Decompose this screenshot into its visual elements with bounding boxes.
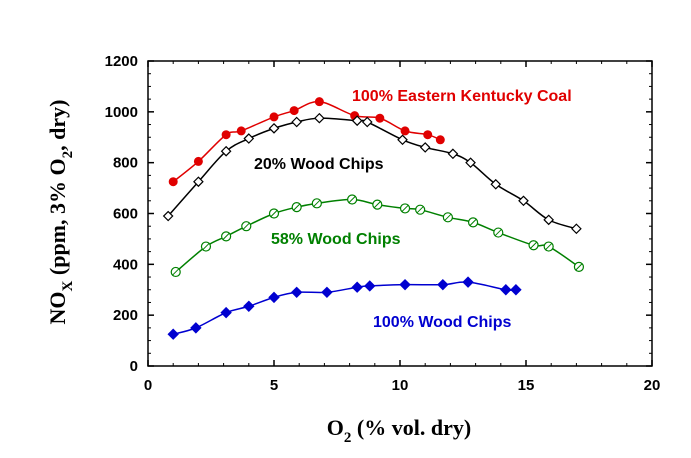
x-tick-label: 15 (518, 377, 535, 394)
data-point (500, 284, 512, 296)
y-tick-label: 600 (113, 206, 138, 223)
data-point (465, 157, 476, 169)
x-tick-label: 20 (644, 377, 661, 394)
series-2 (162, 112, 582, 235)
series-layer (162, 97, 585, 340)
data-point (364, 280, 376, 292)
data-point (220, 306, 232, 319)
series-label-1: 100% Eastern Kentucky Coal (352, 88, 572, 105)
data-point (290, 286, 303, 298)
y-tick-label: 200 (113, 307, 138, 324)
data-point-slash (469, 219, 477, 226)
data-point (375, 113, 385, 123)
data-point (437, 278, 449, 291)
data-point (510, 284, 522, 296)
data-point (543, 214, 555, 226)
series-labels: 100% Eastern Kentucky Coal 20% Wood Chips… (254, 88, 572, 331)
data-point-slash (242, 222, 250, 230)
x-axis-title: O2 (% vol. dry) (327, 415, 471, 446)
data-point-slash (293, 203, 301, 211)
y-tick-label: 1000 (105, 104, 138, 121)
data-point (193, 176, 204, 188)
data-point-slash (494, 229, 502, 236)
data-point (193, 156, 203, 166)
data-point (167, 328, 179, 340)
data-point (518, 195, 529, 207)
data-point (243, 133, 255, 144)
data-point (314, 112, 325, 124)
y-axis-title: NOX (ppm, 3% O2, dry) (45, 100, 76, 325)
y-tick-label: 400 (113, 256, 138, 273)
series-label-3: 58% Wood Chips (271, 231, 401, 248)
data-point (400, 126, 410, 136)
data-point (291, 116, 303, 128)
data-point (314, 97, 324, 107)
data-point (447, 148, 459, 160)
data-point (351, 115, 363, 127)
data-point (490, 178, 502, 190)
y-tick-label: 1200 (105, 53, 138, 70)
data-point (321, 286, 333, 298)
data-point-slash (202, 243, 210, 250)
data-point-slash (401, 205, 409, 212)
data-point (399, 278, 411, 291)
data-point-slash (222, 233, 230, 240)
data-point (220, 145, 232, 157)
data-point (268, 123, 280, 134)
data-point (269, 112, 279, 122)
y-tick-label: 800 (113, 155, 138, 172)
data-point-slash (444, 213, 452, 221)
data-point (190, 322, 202, 334)
data-point (435, 135, 445, 145)
data-point-slash (530, 241, 537, 249)
data-point-slash (416, 206, 424, 214)
data-point-slash (348, 196, 356, 203)
data-point-slash (575, 263, 583, 271)
data-point (419, 142, 431, 153)
data-point-slash (172, 268, 180, 276)
data-point (236, 126, 246, 136)
data-point (571, 223, 582, 235)
data-point-slash (313, 199, 321, 207)
data-point-slash (545, 243, 553, 250)
series-1 (168, 97, 445, 187)
data-point-slash (373, 201, 381, 208)
series-4 (167, 276, 522, 340)
data-point (462, 276, 474, 288)
data-point (162, 210, 174, 222)
y-tick-label: 0 (130, 358, 138, 375)
series-3 (170, 194, 585, 278)
data-point (361, 116, 373, 128)
data-point (351, 281, 363, 293)
data-point (423, 130, 433, 140)
axes (147, 60, 653, 367)
data-point (243, 300, 255, 312)
data-point (221, 130, 231, 140)
series-label-2: 20% Wood Chips (254, 156, 384, 173)
data-point-slash (270, 210, 278, 217)
x-tick-label: 10 (392, 377, 409, 394)
data-point (397, 134, 408, 146)
x-tick-label: 0 (144, 377, 152, 394)
x-tick-label: 5 (270, 377, 278, 394)
data-point (289, 106, 299, 116)
data-point (168, 177, 178, 187)
series-label-4: 100% Wood Chips (373, 314, 511, 331)
data-point (268, 291, 280, 304)
